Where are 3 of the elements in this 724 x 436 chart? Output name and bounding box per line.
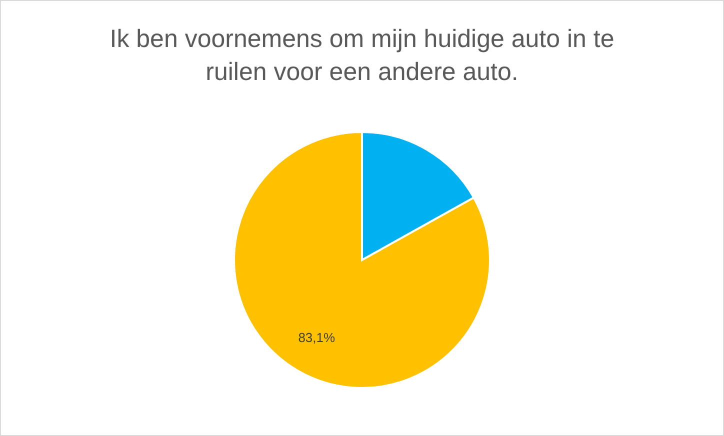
chart-title: Ik ben voornemens om mijn huidige auto in te ruilen voor een andere auto. bbox=[110, 25, 614, 86]
data-label: 83,1% bbox=[298, 330, 336, 345]
pie-slice bbox=[233, 131, 491, 389]
